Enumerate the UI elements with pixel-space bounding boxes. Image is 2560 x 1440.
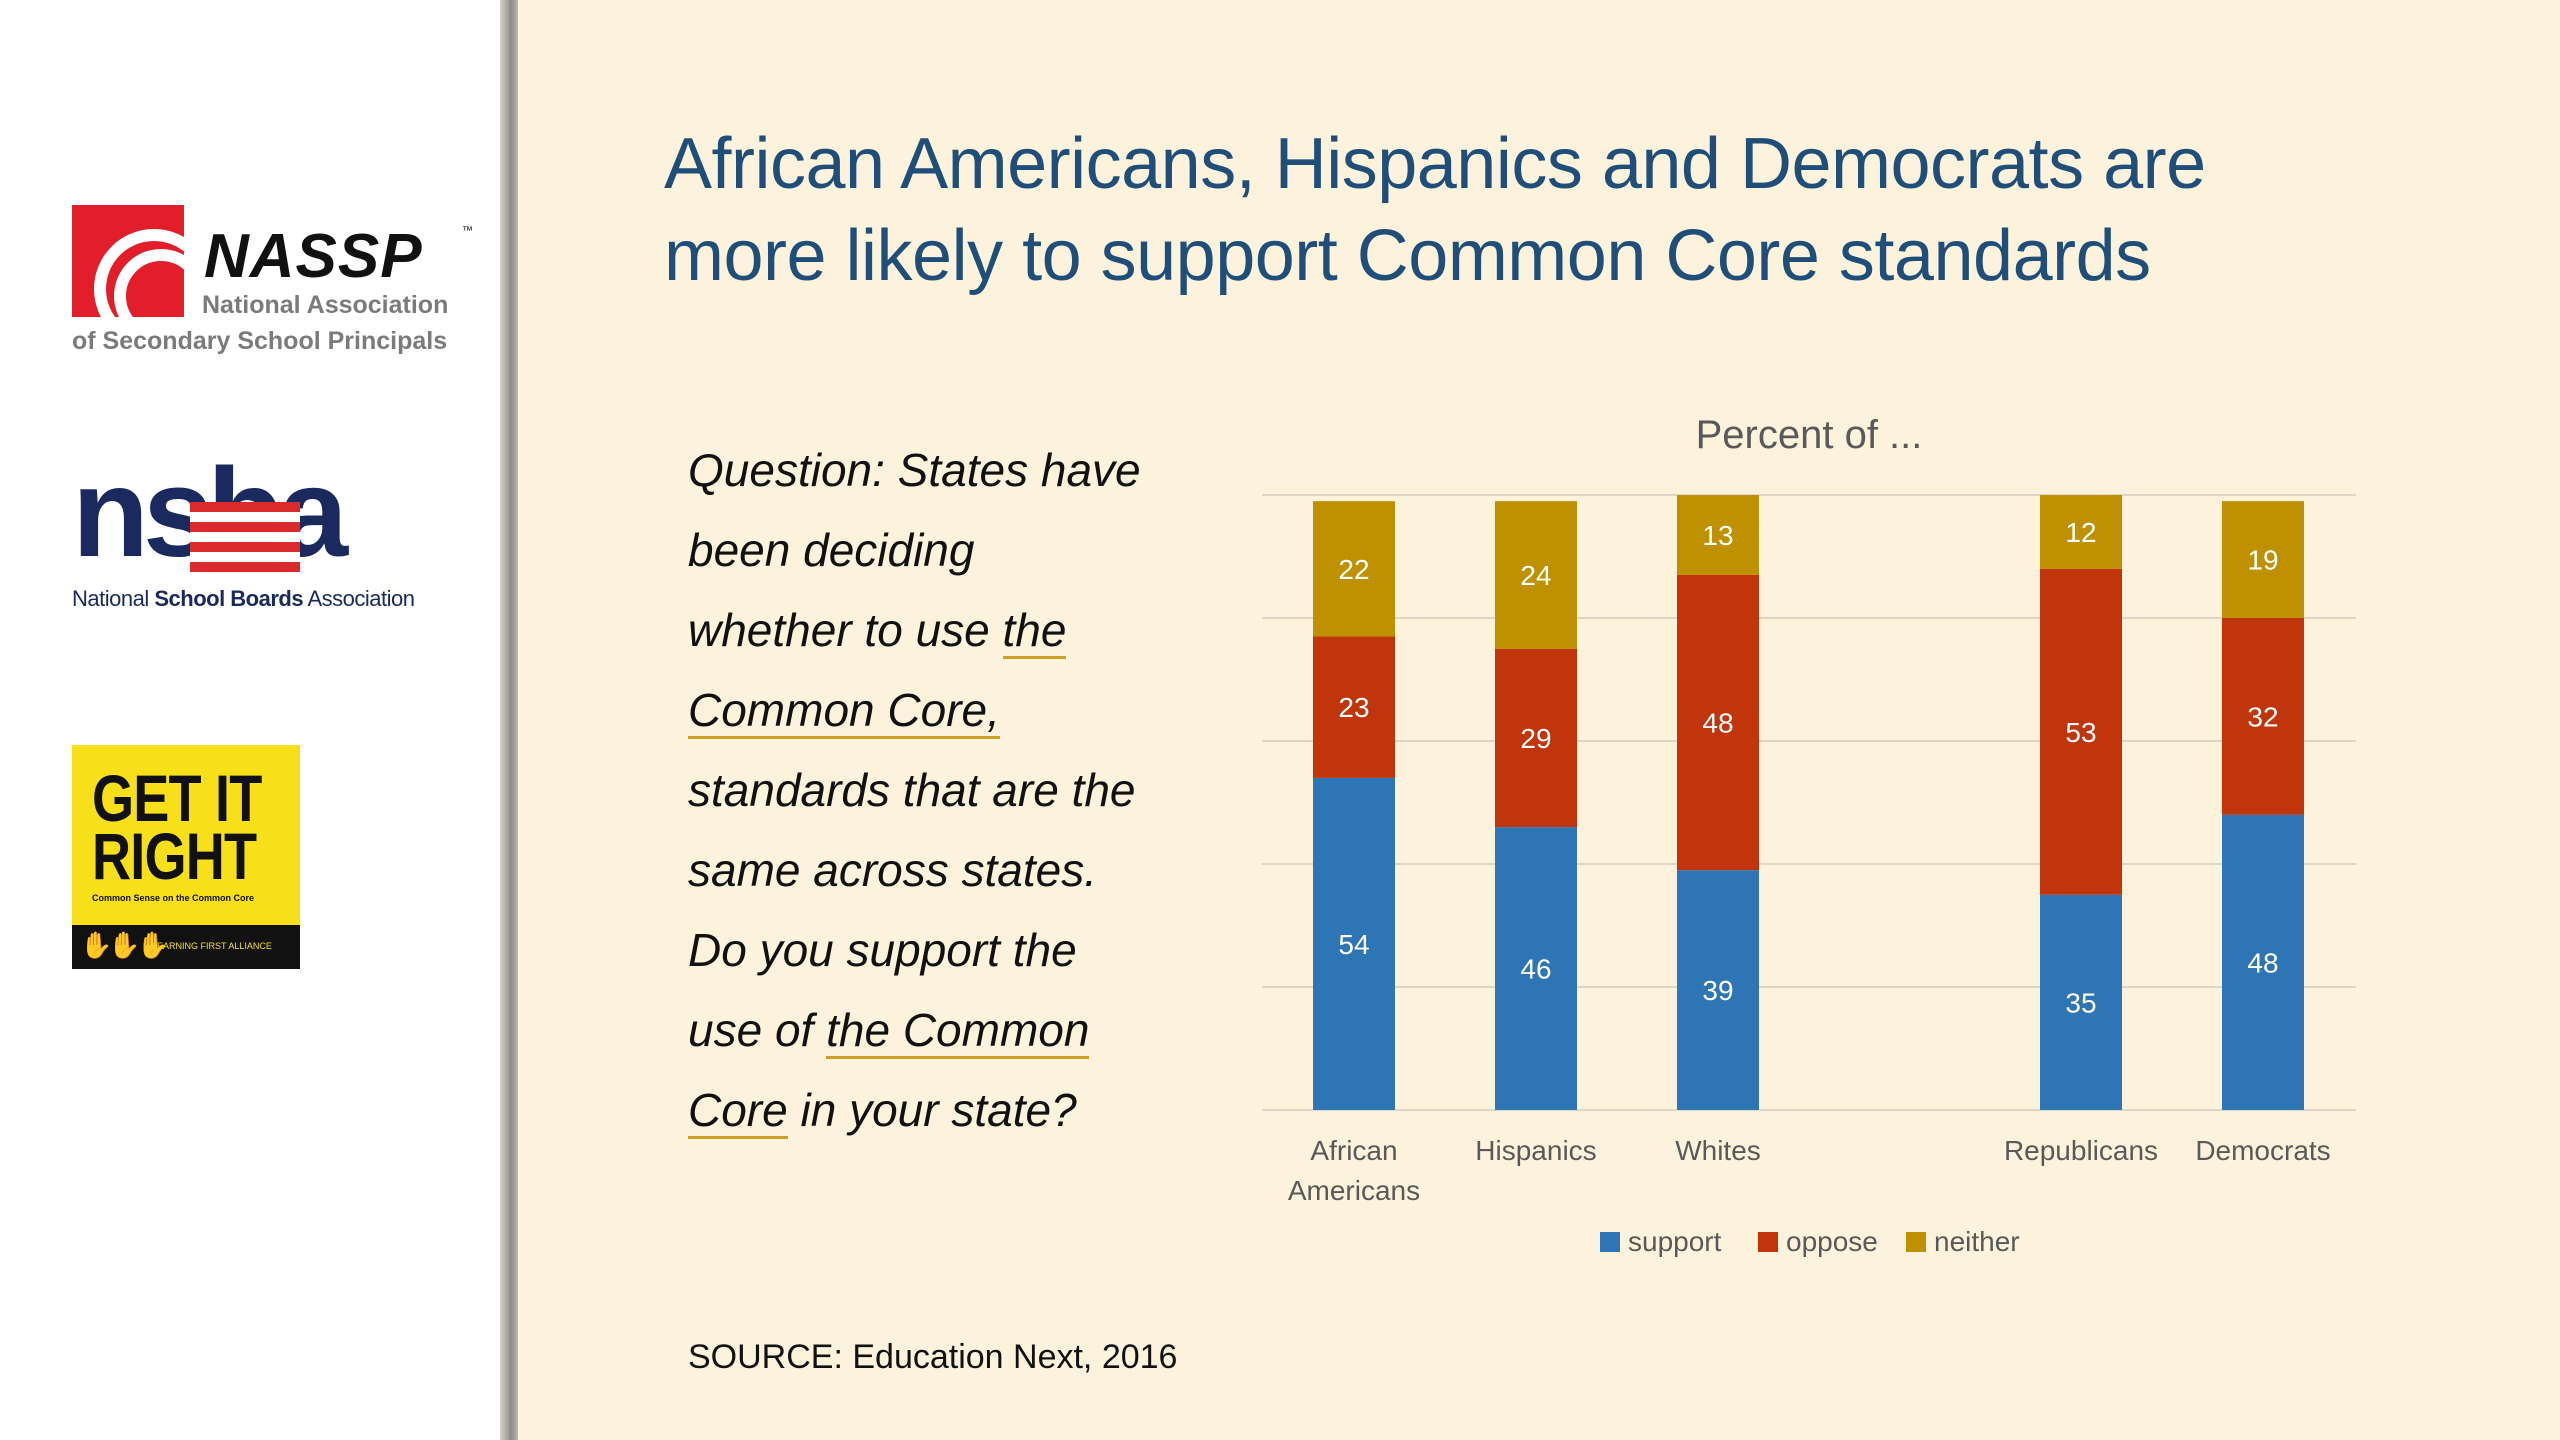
data-label: 48 [1702,708,1733,739]
question-line: standards that are the [688,750,1208,830]
data-label: 19 [2247,545,2278,576]
slide-divider [500,0,518,1440]
question-line: same across states. [688,830,1208,910]
question-line: been deciding [688,510,1208,590]
legend-swatch-oppose [1758,1232,1778,1252]
data-label: 32 [2247,701,2278,732]
question-underlined-text: the Common [826,1004,1090,1059]
category-label: Hispanics [1475,1135,1596,1166]
title-line: African Americans, Hispanics and Democra… [664,124,2206,204]
hands-icon: ✋✋✋ [80,931,169,961]
survey-question: Question: States have been deciding whethe… [688,430,1208,1150]
flag-icon [190,502,300,572]
legend-label: neither [1934,1226,2020,1257]
nassp-line1: National Association [202,291,449,319]
bar-support [2040,894,2122,1110]
title-line: more likely to support Common Core stand… [664,216,2151,296]
data-label: 23 [1338,692,1369,723]
data-label: 54 [1338,929,1369,960]
nsba-subtitle: National School Boards Association [72,586,415,611]
data-label: 22 [1338,554,1369,585]
bar-support [2222,814,2304,1110]
bar-oppose [1313,636,1395,778]
category-label: African [1310,1135,1397,1166]
question-text: use of [688,1004,827,1056]
question-text: Do you support the [688,924,1077,976]
category-label: Democrats [2195,1135,2330,1166]
source-note: SOURCE: Education Next, 2016 [688,1338,1178,1376]
nassp-mark-icon [72,205,184,317]
question-line: Question: States have [688,430,1208,510]
data-label: 12 [2065,517,2096,548]
question-text: been deciding [688,524,975,576]
lfa-label: LEARNING FIRST ALLIANCE [152,941,272,951]
question-underlined-text: the [1002,604,1067,659]
category-label: Americans [1288,1175,1420,1206]
logo-sidebar: NASSP ™ National Association of Secondar… [0,0,500,1440]
bar-support [1495,827,1577,1110]
data-label: 29 [1520,723,1551,754]
nassp-logo: NASSP ™ National Association of Secondar… [72,205,473,365]
bar-neither [2040,495,2122,569]
data-label: 24 [1520,560,1551,591]
data-label: 46 [1520,954,1551,985]
get-it-right-tagline: Common Sense on the Common Core [92,893,255,903]
lfa-band: ✋✋✋ LEARNING FIRST ALLIANCE [72,925,300,969]
bar-support [1677,870,1759,1110]
question-line: whether to use the [688,590,1208,670]
question-text: whether to use [688,604,1003,656]
bar-neither [1313,501,1395,637]
question-line: use of the Common [688,990,1208,1070]
data-label: 48 [2247,947,2278,978]
chart-title: Percent of ... [1696,413,1923,457]
data-label: 13 [1702,520,1733,551]
data-label: 39 [1702,975,1733,1006]
get-it-right-wordmark: GET IT RIGHT [92,761,262,893]
question-line: Do you support the [688,910,1208,990]
category-label: Whites [1675,1135,1761,1166]
nassp-trademark: ™ [462,225,473,237]
category-label: Republicans [2004,1135,2158,1166]
question-line: Core in your state? [688,1070,1208,1150]
bar-neither [2222,501,2304,618]
legend-swatch-support [1600,1232,1620,1252]
bar-oppose [1677,574,1759,871]
nassp-line2: of Secondary School Principals [72,327,448,355]
question-line: Common Core, [688,670,1208,750]
nsba-logo: nsba National School Boards Association [72,450,415,622]
bar-neither [1677,495,1759,575]
legend-swatch-neither [1906,1232,1926,1252]
legend-label: oppose [1786,1226,1878,1257]
question-text: same across states. [688,844,1098,896]
question-underlined-text: Common Core, [688,684,1000,739]
nassp-name: NASSP [204,222,423,291]
get-it-right-logo: GET IT RIGHT Common Sense on the Common C… [72,745,300,969]
bar-support [1313,777,1395,1110]
bar-neither [1495,501,1577,649]
bar-oppose [2222,618,2304,815]
legend-label: support [1628,1226,1722,1257]
data-label: 53 [2065,717,2096,748]
bar-oppose [1495,648,1577,828]
question-text: standards that are the [688,764,1136,816]
question-underlined-text: Core [688,1084,788,1139]
slide-title: African Americans, Hispanics and Democra… [664,118,2484,302]
question-text: Question: States have [688,444,1141,496]
question-text: in your state? [787,1084,1077,1136]
bar-oppose [2040,568,2122,895]
data-label: 35 [2065,987,2096,1018]
